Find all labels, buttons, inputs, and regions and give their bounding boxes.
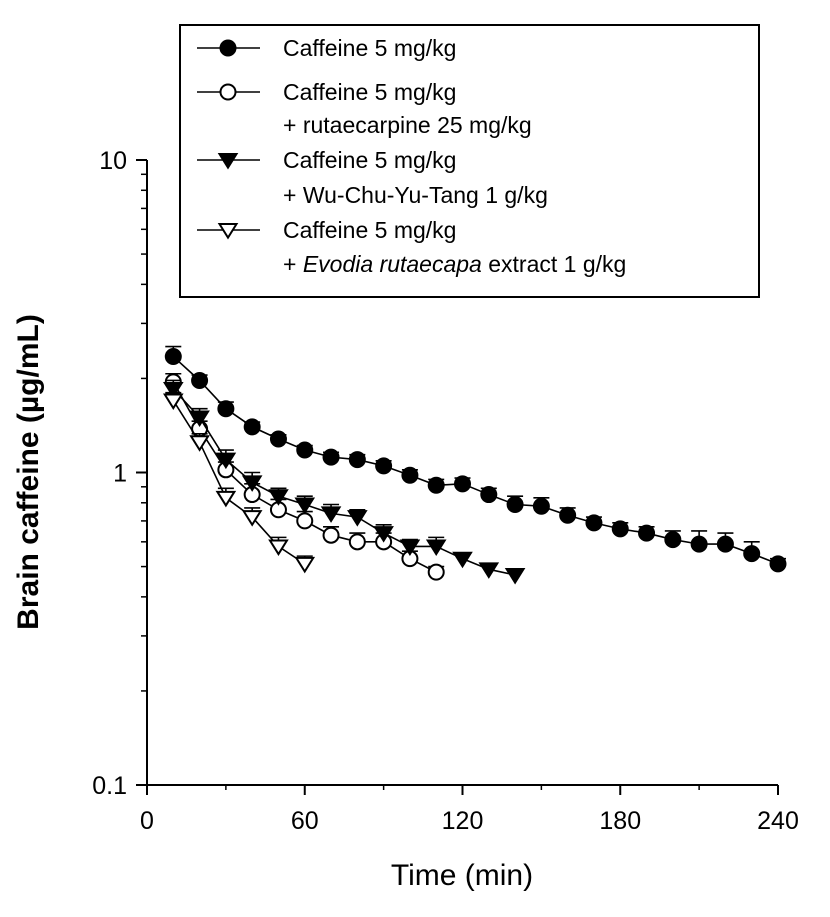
data-point (191, 371, 209, 389)
y-axis-title: Brain caffeine (µg/mL) (12, 314, 45, 630)
x-tick-label: 240 (757, 807, 799, 835)
data-point (506, 495, 524, 513)
legend: Caffeine 5 mg/kg Caffeine 5 mg/kg + rutaec… (179, 24, 760, 298)
data-point (427, 563, 445, 581)
legend-item-2: Caffeine 5 mg/kg + rutaecarpine 25 mg/kg (197, 79, 532, 138)
data-point (478, 562, 500, 579)
data-point (532, 497, 550, 515)
series-3 (162, 379, 526, 585)
data-point (425, 539, 447, 556)
data-point (296, 512, 314, 530)
data-point (294, 497, 316, 515)
data-point (189, 410, 210, 428)
legend-label-line2: + Wu-Chu-Yu-Tang 1 g/kg (283, 182, 548, 208)
y-tick-label: 10 (99, 147, 127, 175)
data-point (348, 533, 366, 551)
data-point (268, 489, 289, 506)
series-line (172, 355, 779, 565)
data-point (401, 466, 419, 484)
legend-item-4: Caffeine 5 mg/kg + Evodia rutaecapa extra… (197, 217, 626, 277)
data-point (399, 539, 421, 556)
data-point (322, 526, 340, 544)
legend-label-prefix: + (283, 251, 303, 277)
data-point (638, 524, 656, 542)
data-point (268, 539, 289, 556)
data-point (375, 457, 393, 475)
data-point (322, 448, 340, 466)
legend-label: Caffeine 5 mg/kg (283, 217, 456, 243)
x-axis-title: Time (min) (391, 859, 533, 892)
legend-marker (219, 83, 237, 101)
data-point (215, 490, 237, 508)
y-tick-label: 0.1 (92, 772, 127, 800)
data-point (269, 430, 287, 448)
legend-label: Caffeine 5 mg/kg (283, 79, 456, 105)
data-point (347, 510, 368, 527)
data-point (320, 506, 342, 523)
data-point (716, 535, 734, 553)
data-point (769, 555, 787, 573)
series-line (172, 381, 437, 573)
data-point (243, 418, 261, 436)
legend-label-line2: + rutaecarpine 25 mg/kg (283, 112, 532, 138)
x-tick-label: 0 (140, 807, 154, 835)
data-point (296, 441, 314, 459)
legend-label: Caffeine 5 mg/kg (283, 147, 456, 173)
legend-label: Caffeine 5 mg/kg (283, 35, 456, 61)
data-point (504, 568, 526, 585)
data-point (664, 531, 682, 549)
data-point (217, 400, 235, 418)
data-point (162, 393, 184, 411)
legend-marker (217, 153, 239, 170)
series-1 (164, 345, 787, 573)
legend-marker (217, 223, 239, 240)
series-4 (162, 391, 316, 574)
legend-item-1: Caffeine 5 mg/kg (197, 35, 456, 61)
x-tick-label: 120 (442, 807, 484, 835)
data-point (611, 520, 629, 538)
legend-label-suffix: extract 1 g/kg (482, 251, 626, 277)
x-tick-label: 180 (599, 807, 641, 835)
data-point (559, 506, 577, 524)
data-point (215, 452, 237, 470)
data-point (690, 535, 708, 553)
data-point (373, 526, 394, 543)
data-point (189, 435, 210, 452)
legend-marker (219, 39, 237, 57)
legend-item-3: Caffeine 5 mg/kg + Wu-Chu-Yu-Tang 1 g/kg (197, 147, 548, 208)
x-tick-label: 60 (291, 807, 319, 835)
data-point (348, 451, 366, 469)
data-point (241, 510, 263, 527)
legend-box (179, 24, 760, 298)
data-point (585, 514, 603, 532)
data-point (452, 551, 473, 569)
series-2 (164, 372, 445, 581)
axis-ticks: 0 60 120 180 240 0.1 1 10 (92, 147, 799, 835)
data-point (427, 476, 445, 494)
data-series (162, 345, 787, 585)
legend-label-species: Evodia rutaecapa (303, 251, 482, 277)
data-point (241, 475, 263, 492)
data-point (480, 486, 498, 504)
data-point (164, 348, 182, 366)
data-point (743, 545, 761, 563)
series-line (172, 400, 306, 565)
data-point (294, 556, 316, 574)
data-point (454, 475, 471, 493)
data-point (162, 382, 184, 399)
legend-label-line2: + Evodia rutaecapa extract 1 g/kg (283, 251, 626, 277)
y-tick-label: 1 (113, 460, 127, 488)
